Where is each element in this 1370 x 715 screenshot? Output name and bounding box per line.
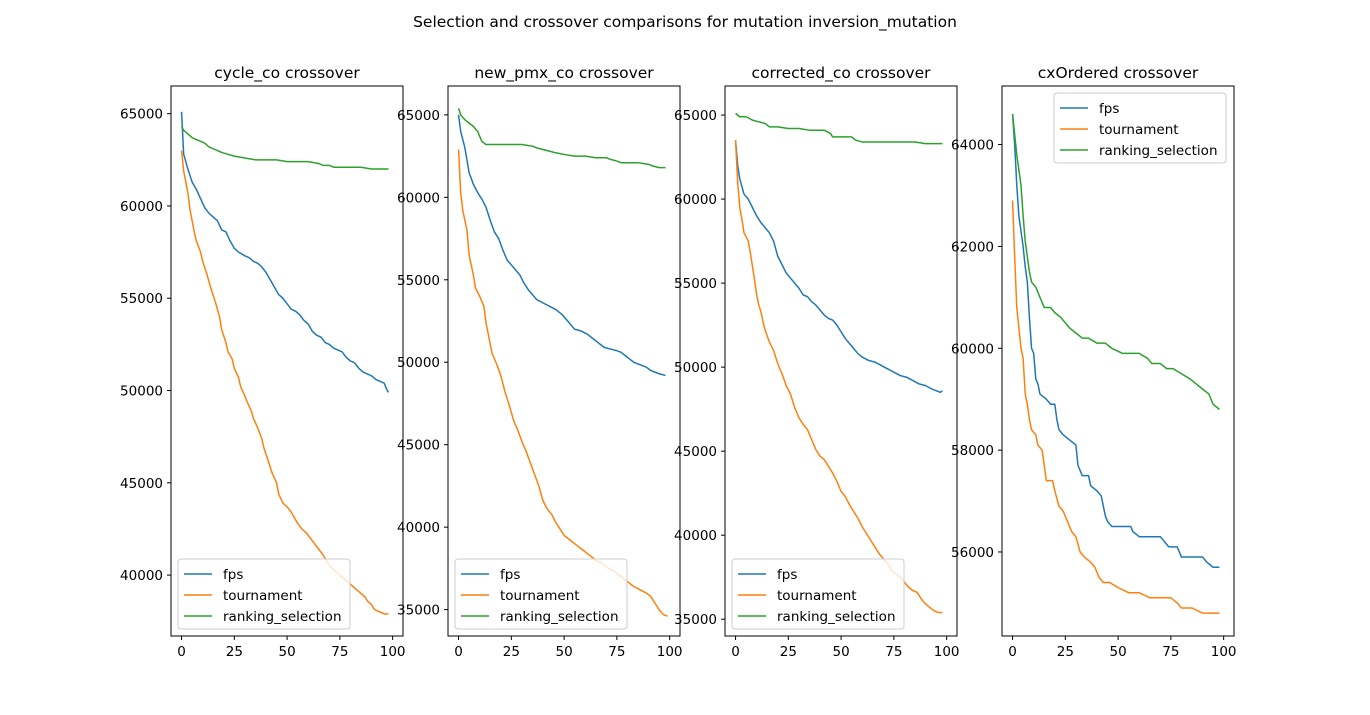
x-tick-label: 50	[556, 644, 573, 660]
chart-panel-2: new_pmx_co crossover 0 25 50 75 100 35000 40000…	[397, 64, 682, 660]
y-tick-label: 35000	[674, 612, 717, 628]
x-tick-label: 75	[608, 644, 625, 660]
x-tick-label: 100	[1211, 644, 1237, 660]
x-tick-label: 50	[833, 644, 850, 660]
axes-frame	[447, 85, 681, 637]
x-tick-label: 50	[279, 644, 296, 660]
x-tick-label: 25	[503, 644, 520, 660]
series-line-ranking-selection	[457, 108, 666, 169]
series-line-ranking-selection	[180, 126, 389, 170]
figure-suptitle: Selection and crossover comparisons for …	[413, 13, 957, 32]
y-tick-label: 58000	[951, 443, 994, 459]
y-tick-label: 64000	[951, 138, 994, 154]
series-line-tournament	[1011, 200, 1220, 614]
axes-frame	[1001, 85, 1235, 637]
y-tick-label: 55000	[674, 276, 717, 292]
y-tick-label: 55000	[120, 291, 163, 307]
x-tick-label: 75	[885, 644, 902, 660]
series-line-fps	[1011, 113, 1220, 568]
legend-label: tournament	[223, 588, 303, 604]
legend-label: ranking_selection	[223, 609, 342, 625]
x-tick-label: 25	[226, 644, 243, 660]
legend-label: ranking_selection	[500, 609, 619, 625]
series-line-fps	[734, 140, 943, 394]
y-tick-label: 65000	[120, 107, 163, 123]
legend-label: fps	[777, 567, 797, 583]
chart-title: cxOrdered crossover	[1038, 64, 1199, 82]
y-tick-label: 60000	[674, 192, 717, 208]
x-tick-label: 25	[780, 644, 797, 660]
legend-box	[177, 558, 351, 630]
legend-label: tournament	[777, 588, 857, 604]
series-group	[180, 111, 390, 615]
y-tick-label: 65000	[397, 108, 440, 124]
y-tick-label: 65000	[674, 108, 717, 124]
y-tick-label: 55000	[397, 273, 440, 289]
chart-title: new_pmx_co crossover	[474, 64, 654, 83]
series-line-ranking-selection	[735, 112, 943, 145]
legend-box	[731, 558, 905, 630]
legend-label: tournament	[500, 588, 580, 604]
legend-box	[454, 558, 628, 630]
legend-label: fps	[500, 567, 520, 583]
y-tick-label: 60000	[951, 341, 994, 357]
series-line-tournament	[180, 150, 389, 615]
y-tick-label: 40000	[397, 520, 440, 536]
y-tick-label: 35000	[397, 603, 440, 619]
x-tick-label: 100	[657, 644, 683, 660]
y-tick-label: 50000	[397, 355, 440, 371]
y-tick-label: 60000	[397, 190, 440, 206]
y-tick-label: 45000	[397, 438, 440, 454]
chart-title: cycle_co crossover	[214, 64, 360, 83]
series-group	[457, 108, 668, 617]
y-tick-label: 40000	[120, 568, 163, 584]
y-tick-label: 60000	[120, 199, 163, 215]
series-line-tournament	[457, 149, 668, 617]
legend: fps tournament ranking_selection	[731, 558, 905, 630]
series-line-ranking-selection	[1011, 113, 1220, 410]
x-tick-label: 100	[380, 644, 406, 660]
legend-label: ranking_selection	[777, 609, 896, 625]
legend-label: ranking_selection	[1099, 143, 1218, 159]
x-tick-label: 0	[454, 644, 463, 660]
chart-panel-1: cycle_co crossover 0 25 50 75 100 40000 45000 50…	[120, 64, 405, 660]
y-tick-label: 45000	[120, 476, 163, 492]
legend-label: fps	[1099, 101, 1119, 117]
legend-box	[1053, 92, 1227, 164]
x-tick-label: 50	[1110, 644, 1127, 660]
legend: fps tournament ranking_selection	[1053, 92, 1227, 164]
series-line-fps	[180, 111, 390, 393]
x-tick-label: 25	[1057, 644, 1074, 660]
y-tick-label: 62000	[951, 239, 994, 255]
series-line-fps	[457, 114, 666, 377]
y-tick-label: 45000	[674, 444, 717, 460]
legend-label: fps	[223, 567, 243, 583]
y-tick-label: 50000	[120, 384, 163, 400]
x-tick-label: 75	[331, 644, 348, 660]
legend: fps tournament ranking_selection	[454, 558, 628, 630]
axes-frame	[724, 85, 958, 637]
legend: fps tournament ranking_selection	[177, 558, 351, 630]
x-tick-label: 0	[1008, 644, 1017, 660]
series-line-tournament	[734, 140, 943, 614]
x-tick-label: 100	[934, 644, 960, 660]
x-tick-label: 75	[1162, 644, 1179, 660]
legend-label: tournament	[1099, 122, 1179, 138]
y-tick-label: 56000	[951, 545, 994, 561]
x-tick-label: 0	[177, 644, 186, 660]
y-tick-label: 40000	[674, 528, 717, 544]
y-tick-label: 50000	[674, 360, 717, 376]
x-tick-label: 0	[731, 644, 740, 660]
chart-panel-4: cxOrdered crossover 0 25 50 75 100 56000 58000 6…	[951, 64, 1236, 660]
series-group	[1011, 113, 1220, 614]
chart-panel-3: corrected_co crossover 0 25 50 75 100 35000 400…	[674, 64, 959, 660]
chart-title: corrected_co crossover	[751, 64, 931, 83]
series-group	[734, 112, 943, 614]
